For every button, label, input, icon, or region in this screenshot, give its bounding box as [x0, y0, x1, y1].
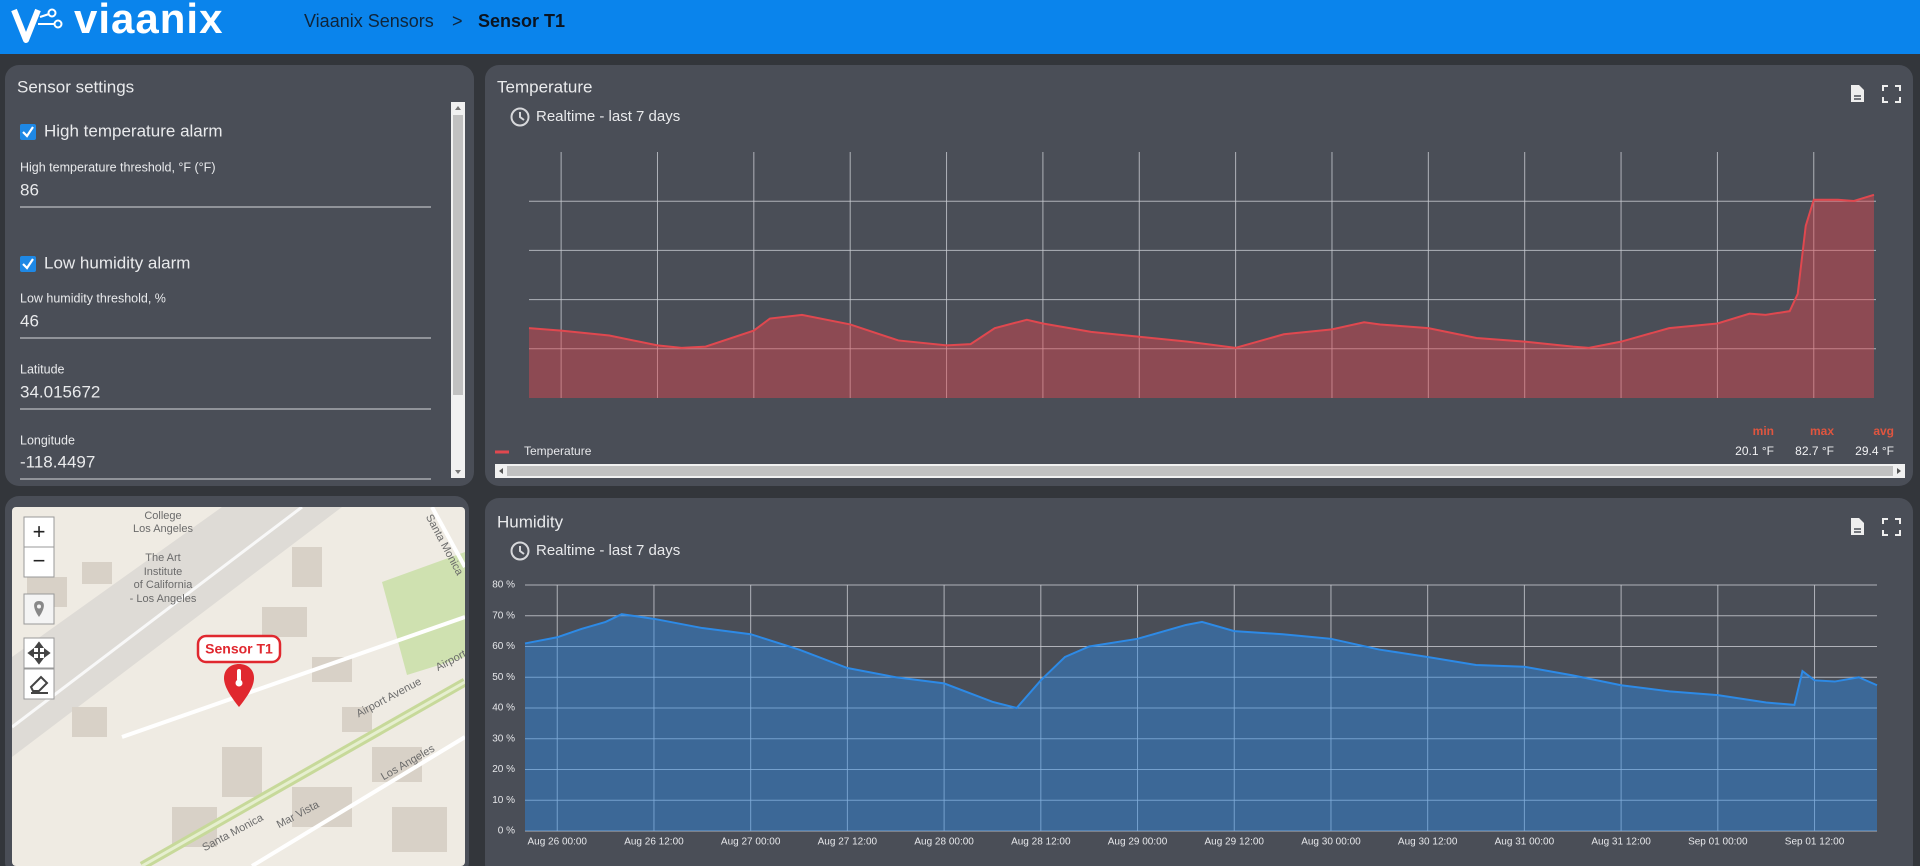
- field-value[interactable]: 46: [20, 311, 39, 330]
- panel: [485, 65, 1913, 486]
- area-fill: [529, 194, 1874, 398]
- erase-button[interactable]: [23, 668, 55, 700]
- map-label: Institute: [144, 566, 183, 578]
- x-tick-label: Aug 30 00:00: [1301, 837, 1361, 848]
- horizontal-scrollbar[interactable]: [495, 464, 1905, 478]
- stat-value: 29.4 °F: [1855, 444, 1894, 458]
- panel: [485, 498, 1913, 866]
- y-tick-label: 40 %: [492, 703, 515, 714]
- map[interactable]: College Los Angeles The Art Institute of…: [12, 507, 468, 866]
- x-tick-label: Aug 31 12:00: [1591, 837, 1651, 848]
- x-tick-label: Aug 26 12:00: [624, 837, 684, 848]
- map-label: - Los Angeles: [130, 593, 197, 605]
- map-label: Los Angeles: [133, 523, 193, 535]
- field-label: High temperature threshold, °F (°F): [20, 160, 215, 174]
- x-tick-label: Aug 28 00:00: [914, 837, 974, 848]
- chart-title: Temperature: [497, 77, 592, 96]
- checkbox[interactable]: [20, 124, 36, 140]
- runway-area: [12, 507, 342, 757]
- road: [121, 615, 465, 739]
- clock-icon: [510, 107, 530, 127]
- logo-icon: [11, 8, 63, 43]
- runway-line: [12, 507, 303, 729]
- y-tick-label: 70 %: [492, 610, 515, 621]
- checkbox[interactable]: [20, 256, 36, 272]
- road: [430, 507, 465, 568]
- temperature-panel: Temperature Realtime - last 7 days Tempe…: [485, 65, 1913, 486]
- fullscreen-button[interactable]: [1882, 518, 1901, 536]
- stat-label: min: [1753, 424, 1774, 438]
- buildings: [27, 547, 447, 852]
- breadcrumb-separator: >: [452, 11, 463, 31]
- y-tick-label: 10 %: [492, 795, 515, 806]
- y-tick-label: 30 %: [492, 733, 515, 744]
- logo[interactable]: viaanix: [74, 0, 223, 42]
- series-line: [524, 613, 1878, 710]
- breadcrumb-link[interactable]: Viaanix Sensors: [304, 11, 434, 31]
- area-fill: [525, 614, 1877, 831]
- map-label: of California: [134, 579, 194, 591]
- stat-label: max: [1810, 424, 1834, 438]
- x-tick-label: Aug 26 00:00: [527, 837, 587, 848]
- field-label: Longitude: [20, 433, 75, 447]
- field-label: Latitude: [20, 362, 65, 376]
- map-label: College: [144, 510, 181, 522]
- y-tick-label: 60 %: [492, 641, 515, 652]
- field-value[interactable]: -118.4497: [20, 452, 95, 471]
- stat-value: 82.7 °F: [1795, 444, 1834, 458]
- chart-subtitle: Realtime - last 7 days: [536, 108, 680, 125]
- chart-title: Humidity: [497, 512, 564, 531]
- sensor-marker[interactable]: Sensor T1: [196, 634, 282, 707]
- stat-label: avg: [1873, 424, 1894, 438]
- zoom-out-label[interactable]: −: [33, 548, 46, 573]
- y-tick-label: 0 %: [498, 826, 515, 837]
- zoom-out-button[interactable]: −: [23, 546, 55, 578]
- checkbox-label[interactable]: Low humidity alarm: [44, 253, 190, 272]
- legend-label: Temperature: [524, 444, 592, 458]
- checkbox-label[interactable]: High temperature alarm: [44, 121, 223, 140]
- field-value[interactable]: 86: [20, 180, 39, 199]
- park: [382, 552, 465, 675]
- locate-button[interactable]: [23, 593, 55, 625]
- x-tick-label: Sep 01 12:00: [1785, 837, 1845, 848]
- panel-title: Sensor settings: [17, 77, 134, 96]
- move-button[interactable]: [23, 637, 55, 669]
- x-tick-label: Sep 01 00:00: [1688, 837, 1748, 848]
- fullscreen-button[interactable]: [1882, 85, 1901, 103]
- series-line: [528, 193, 1875, 349]
- panel: [5, 65, 474, 486]
- marker-label[interactable]: Sensor T1: [205, 641, 273, 657]
- field-value[interactable]: 34.015672: [20, 382, 100, 401]
- zoom-in-label[interactable]: +: [33, 519, 46, 544]
- export-button[interactable]: [1851, 85, 1864, 102]
- export-button[interactable]: [1851, 518, 1864, 535]
- settings-panel: Sensor settings High temperature alarm H…: [5, 65, 474, 486]
- x-tick-label: Aug 31 00:00: [1495, 837, 1555, 848]
- breadcrumb-current: Sensor T1: [478, 11, 565, 31]
- x-tick-label: Aug 30 12:00: [1398, 837, 1458, 848]
- x-tick-label: Aug 27 00:00: [721, 837, 781, 848]
- road-center: [141, 680, 465, 866]
- x-tick-label: Aug 28 12:00: [1011, 837, 1071, 848]
- field-label: Low humidity threshold, %: [20, 291, 166, 305]
- x-tick-label: Aug 29 00:00: [1108, 837, 1168, 848]
- map-label: The Art: [145, 552, 180, 564]
- map-panel: College Los Angeles The Art Institute of…: [5, 496, 469, 866]
- clock-icon: [510, 541, 530, 561]
- y-tick-label: 50 %: [492, 672, 515, 683]
- x-tick-label: Aug 27 12:00: [818, 837, 878, 848]
- y-tick-label: 80 %: [492, 580, 515, 591]
- scrollbar[interactable]: [451, 102, 465, 478]
- y-tick-label: 20 %: [492, 764, 515, 775]
- stat-value: 20.1 °F: [1735, 444, 1774, 458]
- zoom-in-button[interactable]: +: [23, 516, 55, 548]
- road: [250, 735, 465, 866]
- x-tick-label: Aug 29 12:00: [1204, 837, 1264, 848]
- humidity-panel: Humidity Realtime - last 7 days 0 % 10 % 2…: [485, 498, 1913, 866]
- header-bar: [0, 0, 1920, 54]
- chart-subtitle: Realtime - last 7 days: [536, 542, 680, 559]
